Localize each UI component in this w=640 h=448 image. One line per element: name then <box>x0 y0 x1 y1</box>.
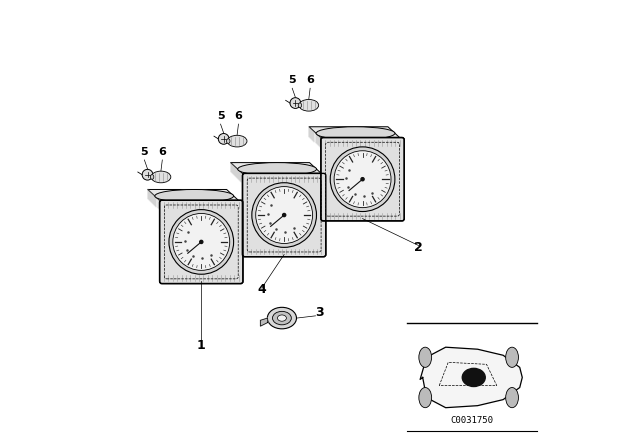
Ellipse shape <box>278 315 287 321</box>
Circle shape <box>290 98 301 108</box>
Polygon shape <box>260 318 268 326</box>
Text: 5: 5 <box>289 75 296 85</box>
Ellipse shape <box>299 99 319 111</box>
Ellipse shape <box>330 147 395 211</box>
Ellipse shape <box>256 186 312 244</box>
Ellipse shape <box>227 135 247 147</box>
FancyBboxPatch shape <box>243 173 326 257</box>
FancyBboxPatch shape <box>159 200 243 284</box>
Text: 4: 4 <box>257 284 266 297</box>
Circle shape <box>283 214 285 216</box>
Ellipse shape <box>227 139 230 143</box>
Ellipse shape <box>252 183 317 247</box>
Text: 5: 5 <box>217 111 225 121</box>
Text: 1: 1 <box>197 340 205 353</box>
Circle shape <box>361 178 364 181</box>
Text: 6: 6 <box>234 111 243 121</box>
Ellipse shape <box>268 307 296 329</box>
Ellipse shape <box>298 103 301 108</box>
Circle shape <box>218 134 229 144</box>
Ellipse shape <box>237 163 317 176</box>
Ellipse shape <box>173 213 230 271</box>
Ellipse shape <box>151 171 171 183</box>
Text: 2: 2 <box>414 241 423 254</box>
Circle shape <box>142 169 153 180</box>
Circle shape <box>200 241 203 243</box>
Text: 6: 6 <box>306 75 314 85</box>
Text: C0031750: C0031750 <box>450 416 493 425</box>
Ellipse shape <box>169 210 234 274</box>
Ellipse shape <box>273 311 291 325</box>
Polygon shape <box>309 127 402 140</box>
Text: 5: 5 <box>141 146 148 156</box>
Ellipse shape <box>334 151 391 208</box>
Polygon shape <box>230 163 324 176</box>
Ellipse shape <box>155 190 234 202</box>
Ellipse shape <box>316 127 395 140</box>
FancyBboxPatch shape <box>321 138 404 221</box>
Text: 6: 6 <box>158 146 166 156</box>
Text: 3: 3 <box>316 306 324 319</box>
Ellipse shape <box>150 175 154 179</box>
Polygon shape <box>148 190 241 202</box>
